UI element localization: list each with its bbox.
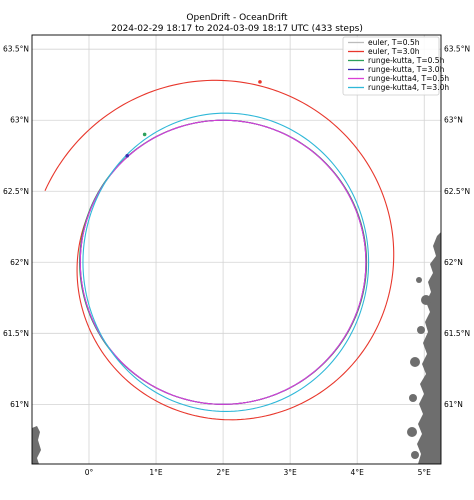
trajectory-start-markers [125, 80, 262, 158]
legend-label-3: runge-kutta, T=0.5h [368, 56, 445, 65]
land-island [416, 277, 422, 283]
y-axis-ticks: 61°N 61°N 61.5°N 61.5°N 62°N 62°N 62.5°N 62.5°N… [3, 45, 470, 409]
land-shetland [32, 426, 41, 464]
land-island [417, 326, 425, 334]
legend-label-4: runge-kutta, T=3.0h [368, 65, 445, 74]
x-tick-label: 1°E [149, 468, 163, 477]
plot-frame [31, 34, 442, 465]
legend-label-6: runge-kutta4, T=3.0h [368, 83, 449, 92]
land-island [407, 427, 417, 437]
start-marker-3 [125, 153, 130, 158]
y-tick-label-left: 62.5°N [3, 187, 29, 196]
y-tick-label-right: 61°N [444, 400, 463, 409]
land-coastline [32, 232, 441, 464]
legend-label-1: euler, T=0.5h [368, 38, 420, 47]
x-tick-label: 5°E [418, 468, 432, 477]
land-island [410, 357, 420, 367]
trajectory-line-6 [82, 112, 370, 412]
land-island [411, 451, 419, 459]
plot-background [32, 35, 441, 464]
x-tick-label: 4°E [351, 468, 365, 477]
y-tick-label-right: 62.5°N [444, 187, 470, 196]
y-tick-label-right: 63°N [444, 116, 463, 125]
x-tick-label: 3°E [284, 468, 298, 477]
x-tick-label: 2°E [216, 468, 230, 477]
land-island [409, 394, 417, 402]
land-island [421, 295, 431, 305]
y-tick-label-right: 61.5°N [444, 329, 470, 338]
y-tick-label-right: 62°N [444, 258, 463, 267]
y-tick-label-left: 63°N [10, 116, 29, 125]
land-norway [417, 232, 441, 464]
y-tick-label-left: 63.5°N [3, 45, 29, 54]
chart-title: OpenDrift - OceanDrift [186, 13, 288, 23]
x-tick-label: 0° [85, 468, 94, 477]
legend-label-5: runge-kutta4, T=0.5h [368, 74, 449, 83]
y-tick-label-left: 61.5°N [3, 329, 29, 338]
legend-frame [342, 36, 440, 96]
start-marker-2 [142, 132, 147, 137]
x-axis-ticks: 0° 1°E 2°E 3°E 4°E 5°E [85, 468, 431, 477]
trajectory-line-2 [44, 79, 395, 421]
y-tick-label-right: 63.5°N [444, 45, 470, 54]
y-tick-label-left: 61°N [10, 400, 29, 409]
chart-subtitle: 2024-02-29 18:17 to 2024-03-09 18:17 UTC… [111, 24, 363, 34]
start-marker-1 [258, 80, 262, 84]
map-plot-area [31, 34, 442, 465]
legend-label-2: euler, T=3.0h [368, 47, 420, 56]
y-tick-label-left: 62°N [10, 258, 29, 267]
trajectories [44, 79, 395, 421]
